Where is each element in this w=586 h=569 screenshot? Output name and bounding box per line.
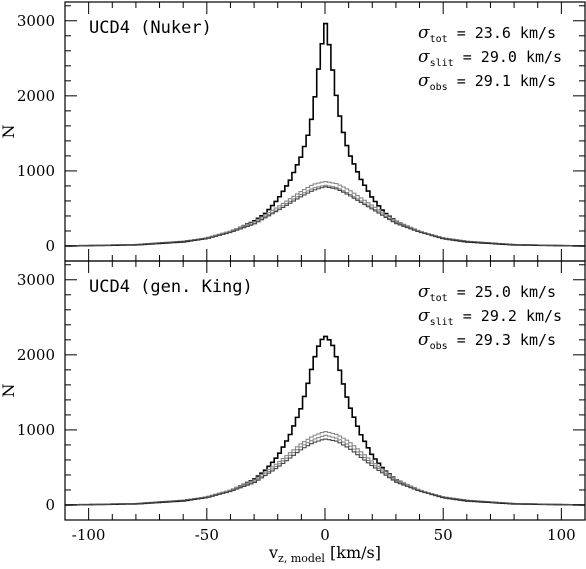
x-axis-label: vz, model [km/s] bbox=[268, 543, 381, 565]
series-line-1 bbox=[65, 335, 585, 506]
y-axis-label: N bbox=[0, 125, 18, 139]
y-tick-label: 0 bbox=[45, 496, 55, 514]
y-tick-label: 1000 bbox=[17, 421, 55, 439]
x-tick-label: 0 bbox=[320, 526, 330, 544]
panel-title: UCD4 (Nuker) bbox=[89, 18, 212, 38]
sigma-annotation: σslit = 29.2 km/s bbox=[418, 306, 562, 328]
series-line-3 bbox=[65, 184, 585, 247]
x-tick-label: 100 bbox=[547, 526, 576, 544]
y-tick-label: 0 bbox=[45, 237, 55, 255]
x-tick-label: 50 bbox=[434, 526, 453, 544]
series-line-4 bbox=[65, 186, 585, 247]
y-axis-label: N bbox=[0, 384, 18, 398]
sigma-annotation: σobs = 29.3 km/s bbox=[418, 330, 556, 352]
sigma-annotation: σobs = 29.1 km/s bbox=[418, 71, 556, 93]
panel-title: UCD4 (gen. King) bbox=[89, 277, 253, 297]
series-line-2 bbox=[65, 180, 585, 247]
sigma-annotation: σslit = 29.0 km/s bbox=[418, 47, 562, 69]
y-tick-label: 2000 bbox=[17, 346, 55, 364]
sigma-annotation: σtot = 23.6 km/s bbox=[418, 23, 556, 45]
x-tick-label: -50 bbox=[195, 526, 219, 544]
series-line-2 bbox=[65, 431, 585, 506]
series-line-4 bbox=[65, 438, 585, 506]
series-line-3 bbox=[65, 434, 585, 506]
y-tick-label: 3000 bbox=[17, 12, 55, 30]
x-tick-label: -100 bbox=[72, 526, 106, 544]
y-tick-label: 3000 bbox=[17, 271, 55, 289]
panel-1: 0 1000 2000 3000 N UCD4 (Nuker) σtot = 23.6 km… bbox=[0, 1, 586, 262]
y-tick-label: 2000 bbox=[17, 87, 55, 105]
sigma-annotation: σtot = 25.0 km/s bbox=[418, 282, 556, 304]
y-tick-label: 1000 bbox=[17, 162, 55, 180]
